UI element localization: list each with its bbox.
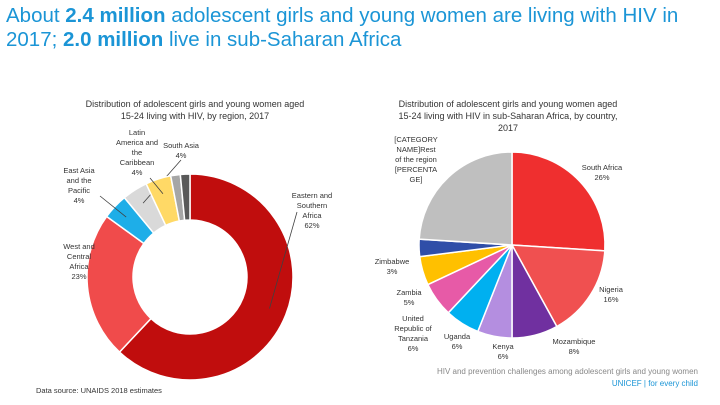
pie-slice-south-africa-0-label-line: 26% [594,173,609,182]
pie-slice-nigeria-1-label-line: 16% [603,295,618,304]
slide-title: About 2.4 million adolescent girls and y… [6,4,679,51]
pie-slice-uganda-4-label-line: 6% [452,342,463,351]
donut-slice-latin-america-and-the-caribbean-4-label-line: 4% [132,168,143,177]
pie-slice-uganda-4-label-line: Uganda [444,332,471,341]
pie-slice-category-name-rest-of-the-region-percentage-8-label-line: [PERCENTA [395,165,437,174]
pie-slice-zambia-6-label-line: Zambia [396,288,422,297]
donut-slice-eastern-and-southern-africa-0 [118,173,294,381]
pie-slice-mozambique-2-label-line: 8% [569,347,580,356]
pie-slice-zimbabwe-7-label-line: 3% [387,267,398,276]
donut-slice-latin-america-and-the-caribbean-4-label-line: Latin [129,128,145,137]
pie-slice-zambia-6-label: Zambia 5% [396,288,422,307]
pie-slice-kenya-3-label: Kenya 6% [492,342,514,361]
pie-slice-category-name-rest-of-the-region-percentage-8-label-line: [CATEGORY [394,135,437,144]
donut-slice-latin-america-and-the-caribbean-4-label-line: Caribbean [120,158,155,167]
data-source: Data source: UNAIDS 2018 estimates [36,386,162,395]
pie-slice-zambia-6-label-line: 5% [404,298,415,307]
pie-slice-south-africa-0-label: South Africa 26% [582,163,623,182]
pie-slice-united-republic-of-tanzania-5-label-line: 6% [408,344,419,353]
donut-slice-eastern-and-southern-africa-0-label-line: 62% [304,221,319,230]
donut-slice-south-asia-3-label: South Asia 4% [163,141,200,160]
donut-slice-south-asia-3-label-line: 4% [176,151,187,160]
donut-slice-latin-america-and-the-caribbean-4-label: Latin America and the Caribbean 4% [116,128,158,177]
pie-slice-nigeria-1-label: Nigeria 16% [599,285,624,304]
pie-slice-category-name-rest-of-the-region-percentage-8-label-line: of the region [395,155,437,164]
donut-slice-south-asia-3-label-line: South Asia [163,141,200,150]
donut-slice-eastern-and-southern-africa-0-label-line: Southern [297,201,327,210]
donut-slice-other-6 [179,173,191,222]
pie-slice-category-name-rest-of-the-region-percentage-8-label-line: GE] [410,175,423,184]
pie-slice-category-name-rest-of-the-region-percentage-8 [418,151,513,246]
donut-slice-latin-america-and-the-caribbean-4-leader [149,177,164,194]
pie-slice-zimbabwe-7-label-line: Zimbabwe [375,257,410,266]
pie-slice-nigeria-1 [510,244,606,328]
donut-slice-eastern-and-southern-africa-0-label-line: Eastern and [292,191,332,200]
donut-slice-latin-america-and-the-caribbean-4-label-line: the [132,148,142,157]
footer-brand: UNICEF | for every child [611,379,698,388]
donut-slice-east-asia-and-the-pacific-2-label-line: Pacific [68,186,90,195]
donut-slice-eastern-and-southern-africa-0-label-line: Africa [302,211,322,220]
pie-slice-united-republic-of-tanzania-5-label-line: Republic of [394,324,432,333]
pie-chart-title: Distribution of adolescent girls and you… [398,99,618,133]
pie-slice-mozambique-2-label-line: Mozambique [553,337,596,346]
donut-slice-east-asia-and-the-pacific-2-label-line: and the [66,176,91,185]
donut-slice-eastern-and-southern-africa-0-label: Eastern and Southern Africa 62% [292,191,332,230]
pie-slice-south-africa-0-label-line: South Africa [582,163,623,172]
donut-slice-eastern-and-southern-africa-0-leader [269,211,298,309]
pie-slice-category-name-rest-of-the-region-percentage-8-label: [CATEGORY NAME]Rest of the region [PERCENTA… [394,135,437,184]
pie-slice-zimbabwe-7-label: Zimbabwe 3% [375,257,410,276]
donut-slice-west-and-central-africa-1-label-line: Central [67,252,92,261]
donut-slice-east-asia-and-the-pacific-2-leader [99,195,127,218]
donut-slice-east-asia-and-the-pacific-2-label: East Asia and the Pacific 4% [63,166,95,205]
donut-chart-title: Distribution of adolescent girls and you… [85,99,305,121]
pie-slice-south-africa-0 [511,151,606,252]
pie-slice-united-republic-of-tanzania-5-label: United Republic of Tanzania 6% [394,314,432,353]
pie-slice-uganda-4-label: Uganda 6% [444,332,471,351]
pie-slice-nigeria-1-label-line: Nigeria [599,285,624,294]
pie-slice-kenya-3-label-line: 6% [498,352,509,361]
pie-slice-united-republic-of-tanzania-5-label-line: United [402,314,424,323]
donut-slice-west-and-central-africa-1-label-line: Africa [69,262,89,271]
footer-subtitle: HIV and prevention challenges among adol… [436,367,698,376]
donut-slice-east-asia-and-the-pacific-2-label-line: 4% [74,196,85,205]
donut-slice-west-and-central-africa-1-label-line: 23% [71,272,86,281]
donut-chart: Eastern and Southern Africa 62%West and Cent… [63,128,332,381]
pie-chart: South Africa 26% Nigeria 16% Mozambique 8% Ken… [375,135,624,361]
donut-slice-west-and-central-africa-1-label-line: West and [63,242,95,251]
pie-slice-united-republic-of-tanzania-5-label-line: Tanzania [398,334,429,343]
donut-slice-east-asia-and-the-pacific-2-label-line: East Asia [63,166,95,175]
footer: HIV and prevention challenges among adol… [437,366,698,390]
pie-slice-mozambique-2-label: Mozambique 8% [553,337,596,356]
donut-slice-west-and-central-africa-1-label: West and Central Africa 23% [63,242,95,281]
pie-slice-kenya-3-label-line: Kenya [492,342,514,351]
donut-slice-latin-america-and-the-caribbean-4-label-line: America and [116,138,158,147]
pie-slice-category-name-rest-of-the-region-percentage-8-label-line: NAME]Rest [396,145,436,154]
